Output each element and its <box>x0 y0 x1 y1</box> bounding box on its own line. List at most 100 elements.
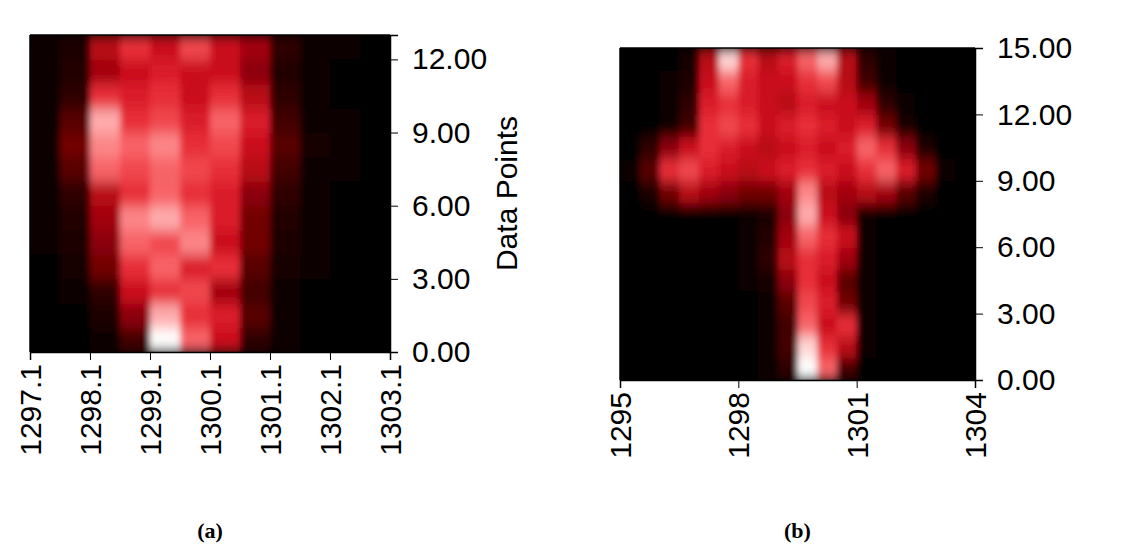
heat-cell <box>300 254 331 279</box>
heat-cell <box>270 254 301 279</box>
heat-cell <box>778 291 798 314</box>
heat-cell <box>738 137 758 160</box>
heat-cell <box>120 181 151 206</box>
heat-cell <box>330 181 361 206</box>
heat-cell <box>60 328 91 352</box>
heat-cell <box>659 269 679 292</box>
heat-cell <box>817 336 837 359</box>
heat-cell <box>679 203 699 226</box>
heat-cell <box>300 108 331 133</box>
heat-cell <box>936 358 956 380</box>
heat-cell <box>758 181 778 204</box>
heat-cell <box>719 203 739 226</box>
heat-cell <box>330 35 361 60</box>
heat-cell <box>857 114 877 137</box>
heat-cell <box>719 269 739 292</box>
y-tick-label: 12.00 <box>412 42 487 75</box>
heat-cell <box>120 108 151 133</box>
heat-cell <box>240 35 271 60</box>
heatmap <box>30 35 390 352</box>
heat-cell <box>640 269 660 292</box>
heat-cell <box>330 328 361 352</box>
heat-cell <box>896 159 916 182</box>
heat-cell <box>837 114 857 137</box>
heat-cell <box>699 114 719 137</box>
heat-cell <box>30 206 61 231</box>
heat-cell <box>719 114 739 137</box>
heat-cell <box>120 303 151 328</box>
heat-cell <box>679 70 699 93</box>
heat-cell <box>60 84 91 109</box>
heat-cell <box>896 137 916 160</box>
heat-cell <box>719 336 739 359</box>
frame-top <box>620 47 975 49</box>
x-tick-mark <box>210 352 211 360</box>
heat-cell <box>620 247 640 270</box>
heat-cell <box>916 137 936 160</box>
y-tick-mark <box>975 380 983 381</box>
heat-cell <box>659 225 679 248</box>
heat-cell <box>240 181 271 206</box>
heat-cell <box>817 92 837 115</box>
x-tick-label: 1304 <box>959 392 992 459</box>
heat-cell <box>270 133 301 158</box>
heat-cell <box>798 269 818 292</box>
heat-cell <box>210 84 241 109</box>
heat-cell <box>817 114 837 137</box>
heat-cell <box>240 157 271 182</box>
heat-cell <box>876 358 896 380</box>
heat-cell <box>360 206 390 231</box>
x-tick-label: 1301 <box>841 392 874 459</box>
heat-cell <box>679 48 699 71</box>
heat-cell <box>936 336 956 359</box>
heat-cell <box>857 203 877 226</box>
heat-cell <box>240 254 271 279</box>
heat-cell <box>330 133 361 158</box>
heat-cell <box>955 181 975 204</box>
x-tick: 1297.1 <box>14 352 47 456</box>
heat-cell <box>180 254 211 279</box>
heat-cell <box>659 70 679 93</box>
heat-cell <box>936 159 956 182</box>
heat-cell <box>817 181 837 204</box>
heat-cell <box>620 70 640 93</box>
heat-cell <box>640 291 660 314</box>
heat-cell <box>120 59 151 84</box>
figure: 1297.11298.11299.11300.11301.11302.11303… <box>0 0 1133 554</box>
y-axis-line <box>976 49 984 381</box>
heat-cell <box>150 181 181 206</box>
heat-cell <box>240 303 271 328</box>
heat-cell <box>758 114 778 137</box>
y-tick: 0.00 <box>975 363 1055 396</box>
heat-cell <box>640 159 660 182</box>
heat-cell <box>679 114 699 137</box>
heat-cell <box>936 181 956 204</box>
heat-cell <box>837 92 857 115</box>
frame-top <box>30 34 390 36</box>
heat-cell <box>150 133 181 158</box>
heat-cell <box>180 206 211 231</box>
y-tick: 12.00 <box>975 98 1072 131</box>
heat-cell <box>210 230 241 255</box>
heat-cell <box>60 254 91 279</box>
heat-cell <box>659 181 679 204</box>
heat-cell <box>679 159 699 182</box>
heat-cell <box>798 181 818 204</box>
heat-cell <box>270 157 301 182</box>
heat-cell <box>778 336 798 359</box>
x-tick-mark <box>738 380 739 388</box>
heat-cell <box>659 137 679 160</box>
heat-cell <box>150 303 181 328</box>
x-tick: 1301.1 <box>254 352 287 456</box>
heat-cell <box>955 114 975 137</box>
heat-cell <box>876 181 896 204</box>
heat-cell <box>876 203 896 226</box>
heat-cell <box>916 336 936 359</box>
heat-cell <box>640 92 660 115</box>
heat-cell <box>640 225 660 248</box>
heat-cell <box>679 314 699 337</box>
heat-cell <box>360 157 390 182</box>
heat-cell <box>150 230 181 255</box>
heat-cell <box>210 303 241 328</box>
heat-cell <box>150 206 181 231</box>
